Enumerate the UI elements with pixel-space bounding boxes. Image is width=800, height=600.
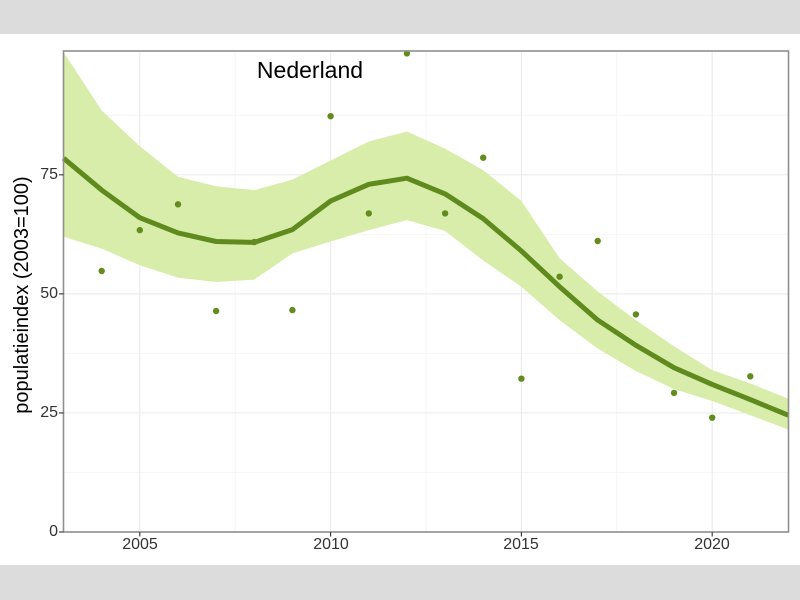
data-point [212, 307, 220, 315]
data-point [556, 273, 563, 280]
data-point [480, 154, 487, 161]
y-axis-tick-label: 0 [49, 523, 58, 540]
x-axis-tick-label: 2010 [313, 536, 349, 553]
x-axis-tick-label: 2020 [694, 536, 730, 553]
chart-title: Nederland [256, 57, 364, 83]
y-axis-tick-label: 75 [40, 166, 58, 183]
data-point [136, 226, 143, 234]
data-point [251, 238, 258, 246]
data-point [594, 237, 601, 245]
data-point [403, 50, 411, 57]
trend-line [61, 156, 790, 418]
x-axis-tick-label: 2015 [503, 536, 539, 553]
letterbox-top-bar [0, 0, 800, 34]
x-axis-tick-label: 2005 [122, 536, 158, 553]
data-point [327, 113, 334, 120]
data-point [289, 306, 296, 314]
data-point [670, 389, 678, 397]
panel-border [62, 50, 790, 533]
data-point [98, 267, 105, 275]
data-point [747, 373, 754, 380]
data-point [365, 210, 372, 217]
y-axis-tick-label: 25 [40, 404, 58, 421]
data-point [174, 201, 182, 208]
y-axis-tick-label: 50 [40, 285, 58, 302]
letterbox-bottom-bar [0, 565, 800, 600]
data-point [518, 375, 525, 382]
data-point [441, 210, 449, 217]
data-point [709, 414, 716, 421]
data-point [632, 311, 640, 318]
confidence-band [63, 52, 789, 430]
